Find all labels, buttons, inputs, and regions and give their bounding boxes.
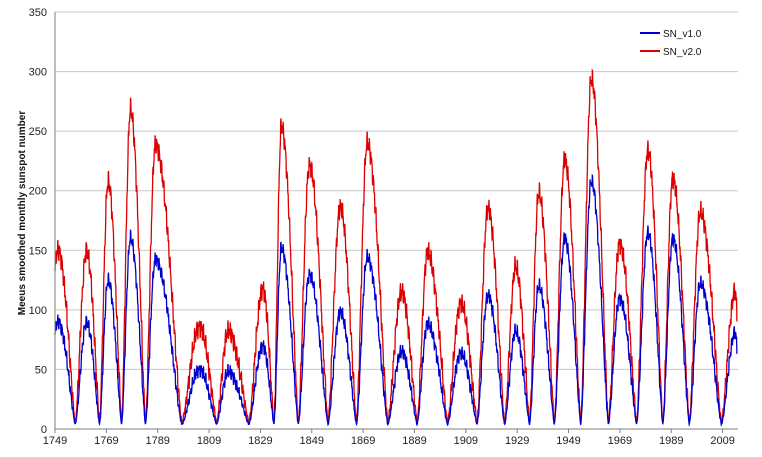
legend-label-SN_v2.0: SN_v2.0 <box>663 47 702 58</box>
x-tick-label: 1869 <box>351 435 375 447</box>
legend: SN_v1.0 SN_v2.0 <box>640 29 702 58</box>
x-tick-label: 1789 <box>145 435 169 447</box>
series-line-SN_v2.0 <box>54 68 738 426</box>
x-tick-label: 1769 <box>94 435 118 447</box>
x-tick-labels: 1749 1769 1789 1809 1829 1849 1869 1889 1909 1929… <box>43 435 735 447</box>
x-tick-label: 1749 <box>43 435 67 447</box>
y-tick-label: 300 <box>29 67 47 79</box>
x-tick-label: 1849 <box>300 435 324 447</box>
y-axis-title: Meeus smoothed monthly sunspot number <box>17 111 28 316</box>
y-tick-labels: 0 50 100 150 200 250 300 350 <box>29 7 47 436</box>
series-group <box>54 68 738 427</box>
series-line-SN_v1.0 <box>54 173 738 427</box>
x-tick-label: 1989 <box>659 435 683 447</box>
y-tick-label: 0 <box>41 424 47 436</box>
legend-label-SN_v1.0: SN_v1.0 <box>663 29 702 40</box>
x-tick-label: 1829 <box>248 435 272 447</box>
x-tick-label: 2009 <box>710 435 734 447</box>
x-tick-label: 1809 <box>197 435 221 447</box>
y-tick-label: 200 <box>29 186 47 198</box>
x-tick-label: 1969 <box>608 435 632 447</box>
y-tick-label: 250 <box>29 126 47 138</box>
y-tick-label: 50 <box>35 364 47 376</box>
x-tick-label: 1949 <box>556 435 580 447</box>
x-tick-label: 1889 <box>402 435 426 447</box>
x-tick-label: 1929 <box>505 435 529 447</box>
y-tick-label: 100 <box>29 305 47 317</box>
x-tick-label: 1909 <box>454 435 478 447</box>
y-tick-label: 150 <box>29 245 47 257</box>
axes <box>54 12 738 433</box>
y-tick-label: 350 <box>29 7 47 19</box>
